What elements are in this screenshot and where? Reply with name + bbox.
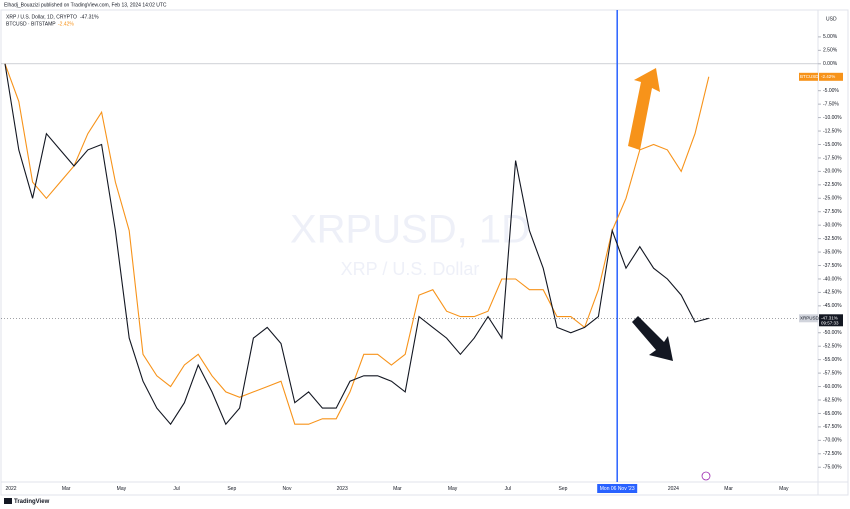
y-tick-label: -20.00% <box>823 169 842 175</box>
price-badge <box>799 314 818 323</box>
plot <box>1 10 818 482</box>
legend-name: XRP / U.S. Dollar, 1D, CRYPTO <box>6 14 77 20</box>
price-badge-value: -47.31% <box>821 315 838 320</box>
footer: TradingView <box>4 498 50 505</box>
x-tick-label: Jul <box>505 486 511 492</box>
y-tick-label: -17.50% <box>823 155 842 161</box>
x-tick-label: 2022 <box>5 486 16 492</box>
y-tick-label: -7.50% <box>823 101 839 107</box>
y-tick-label: -75.00% <box>823 465 842 471</box>
axis-unit: USD <box>826 16 837 22</box>
y-tick-label: -32.50% <box>823 236 842 242</box>
y-tick-label: -57.50% <box>823 370 842 376</box>
x-tick-label: Jul <box>173 486 179 492</box>
x-tick-label: May <box>779 486 789 492</box>
y-tick-label: -5.00% <box>823 88 839 94</box>
y-tick-label: -55.00% <box>823 357 842 363</box>
y-tick-label: -67.50% <box>823 424 842 430</box>
watermark-sub: XRP / U.S. Dollar <box>341 259 480 279</box>
y-tick-label: -22.50% <box>823 182 842 188</box>
y-tick-label: -60.00% <box>823 384 842 390</box>
x-tick-label: 2024 <box>668 486 679 492</box>
legend-name: BTCUSD · BITSTAMP <box>6 21 56 27</box>
x-tick-label: Mar <box>724 486 733 492</box>
price-badge-value: -2.42% <box>821 74 835 79</box>
up-arrow <box>628 68 660 150</box>
x-tick-label: May <box>117 486 127 492</box>
annotation-box <box>597 484 638 493</box>
y-tick-label: -25.00% <box>823 196 842 202</box>
x-tick-label: Nov <box>283 486 292 492</box>
price-badge-value-bg <box>819 72 843 81</box>
y-tick-label: -15.00% <box>823 142 842 148</box>
y-tick-label: -52.50% <box>823 344 842 350</box>
x-tick-label: Sep <box>227 486 236 492</box>
series-line <box>4 63 710 425</box>
y-tick-label: -30.00% <box>823 223 842 229</box>
y-tick-label: -42.50% <box>823 290 842 296</box>
y-tick-label: 2.50% <box>823 48 838 54</box>
x-tick-label: Mar <box>62 486 71 492</box>
y-tick-label: -62.50% <box>823 397 842 403</box>
series-line <box>4 63 709 426</box>
price-badge-value-bg <box>819 314 843 327</box>
watermark: XRPUSD, 1D <box>290 208 530 252</box>
down-arrow <box>632 316 673 361</box>
publisher: Elhadj_Bouazizi published on TradingView… <box>4 2 167 8</box>
y-tick-label: -35.00% <box>823 249 842 255</box>
y-tick-label: -37.50% <box>823 263 842 269</box>
frame <box>0 9 849 496</box>
price-time: 09:57:33 <box>821 320 839 325</box>
event-icon <box>701 471 711 481</box>
x-tick-label: Mar <box>393 486 402 492</box>
y-tick-label: -72.50% <box>823 451 842 457</box>
y-tick-label: -50.00% <box>823 330 842 336</box>
x-tick-label: May <box>448 486 458 492</box>
y-tick-label: -70.00% <box>823 438 842 444</box>
brand-logo <box>4 498 12 504</box>
y-tick-label: -65.00% <box>823 411 842 417</box>
price-badge-name: XRPUSD <box>800 315 820 320</box>
y-tick-label: -27.50% <box>823 209 842 215</box>
price-badge <box>799 72 818 81</box>
annotation-label: Mon 06 Nov '23 <box>600 486 635 492</box>
y-tick-label: -12.50% <box>823 128 842 134</box>
y-tick-label: -45.00% <box>823 303 842 309</box>
price-badge-name: BTCUSD <box>800 74 819 79</box>
y-tick-label: -40.00% <box>823 276 842 282</box>
x-tick-label: Sep <box>559 486 568 492</box>
x-tick-label: 2023 <box>337 486 348 492</box>
legend-value: -2.42% <box>58 21 74 27</box>
y-tick-label: -10.00% <box>823 115 842 121</box>
y-tick-label: 0.00% <box>823 61 838 67</box>
legend-value: -47.31% <box>80 14 99 20</box>
brand: TradingView <box>14 499 50 505</box>
y-tick-label: 5.00% <box>823 34 838 40</box>
